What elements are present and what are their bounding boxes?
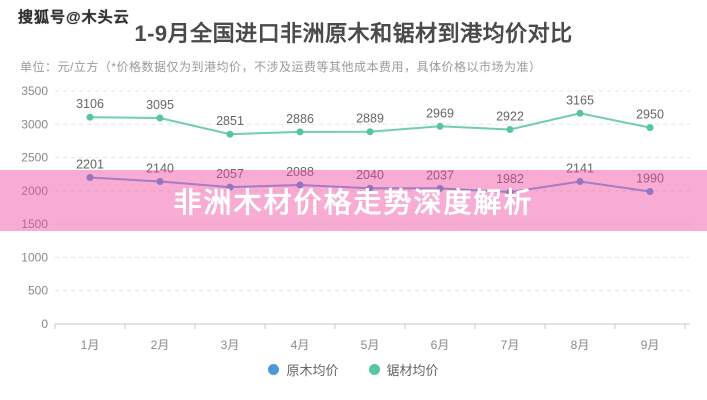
svg-text:0: 0: [41, 317, 48, 331]
svg-text:7月: 7月: [501, 338, 520, 352]
svg-text:2000: 2000: [21, 184, 48, 198]
svg-text:2140: 2140: [146, 162, 174, 176]
legend-item-log[interactable]: 原木均价: [268, 360, 339, 379]
svg-text:1990: 1990: [636, 172, 664, 186]
svg-text:6月: 6月: [431, 338, 450, 352]
page-title: 1-9月全国进口非洲原木和锯材到港均价对比: [134, 21, 573, 46]
svg-text:1000: 1000: [21, 250, 48, 264]
svg-text:2889: 2889: [356, 112, 384, 126]
svg-text:2950: 2950: [636, 108, 664, 122]
svg-text:2040: 2040: [356, 168, 384, 182]
svg-text:1500: 1500: [21, 217, 48, 231]
chart-legend: 原木均价 锯材均价: [0, 360, 707, 379]
svg-text:2037: 2037: [426, 168, 454, 182]
svg-text:2969: 2969: [426, 106, 454, 120]
log-series-dot-icon: [268, 364, 280, 375]
svg-text:2201: 2201: [76, 158, 104, 172]
unit-note: 单位：元/立方（*价格数据仅为到港均价，不涉及运费等其他成本费用，具体价格以市场…: [20, 60, 542, 74]
legend-label-log: 原木均价: [286, 363, 339, 378]
svg-text:2886: 2886: [286, 112, 314, 126]
svg-text:3月: 3月: [221, 338, 240, 352]
sohu-watermark: 搜狐号@木头云: [18, 9, 130, 26]
svg-text:2057: 2057: [216, 167, 244, 181]
svg-text:8月: 8月: [571, 338, 590, 352]
svg-text:2月: 2月: [151, 338, 170, 352]
svg-text:1月: 1月: [81, 338, 100, 352]
svg-text:3095: 3095: [146, 98, 174, 112]
svg-text:5月: 5月: [361, 338, 380, 352]
svg-text:9月: 9月: [641, 338, 660, 352]
svg-text:4月: 4月: [291, 338, 310, 352]
promo-banner: 非洲木材价格走势深度解析: [0, 170, 707, 231]
svg-text:1982: 1982: [496, 172, 524, 186]
svg-text:3165: 3165: [566, 93, 594, 107]
svg-text:2922: 2922: [496, 110, 524, 124]
svg-text:2851: 2851: [216, 114, 244, 128]
svg-text:2141: 2141: [566, 162, 594, 176]
sawn-series-dot-icon: [368, 364, 380, 375]
legend-label-sawn: 锯材均价: [386, 363, 439, 378]
svg-text:500: 500: [28, 284, 48, 298]
svg-text:3106: 3106: [76, 97, 104, 111]
svg-text:3000: 3000: [21, 117, 48, 131]
svg-text:2088: 2088: [286, 165, 314, 179]
promo-banner-text: 非洲木材价格走势深度解析: [173, 186, 534, 218]
svg-text:3500: 3500: [21, 84, 48, 98]
legend-item-sawn[interactable]: 锯材均价: [368, 360, 439, 379]
svg-text:2500: 2500: [21, 151, 48, 165]
